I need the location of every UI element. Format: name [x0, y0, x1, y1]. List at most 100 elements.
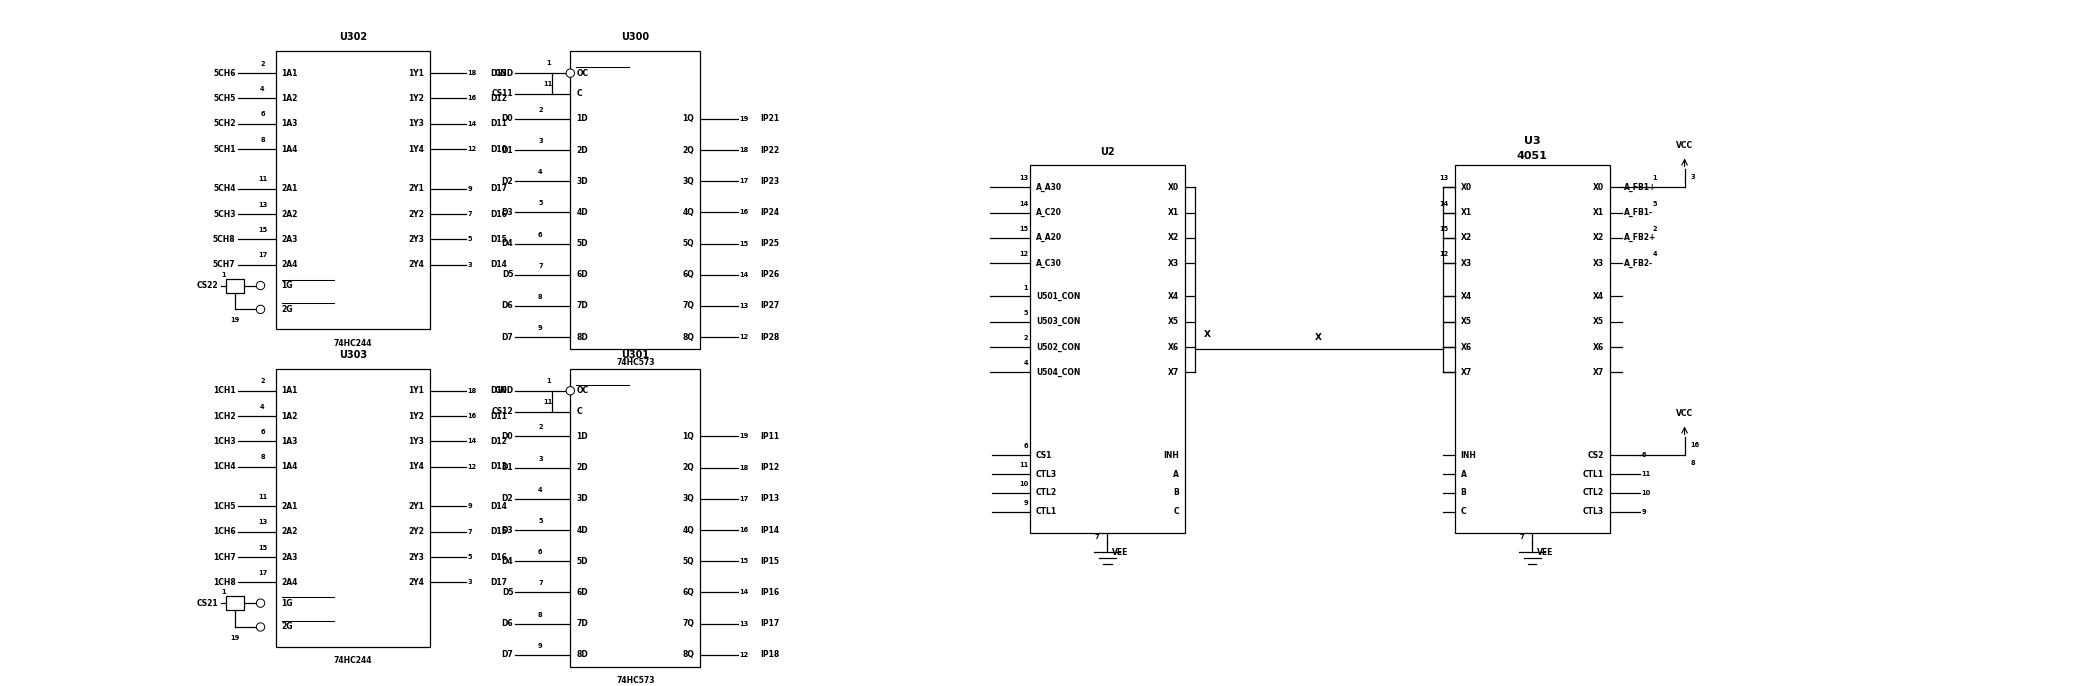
Text: 14: 14: [739, 272, 748, 278]
Text: A_FB1-: A_FB1-: [1624, 208, 1654, 217]
Text: X5: X5: [1167, 318, 1180, 327]
Text: 15: 15: [739, 558, 748, 564]
Text: U503_CON: U503_CON: [1036, 317, 1079, 327]
Text: 2D: 2D: [576, 463, 589, 472]
Text: 12: 12: [1019, 251, 1027, 257]
Text: 2Y4: 2Y4: [409, 578, 424, 587]
Text: 2: 2: [1023, 335, 1027, 341]
Text: D5: D5: [501, 270, 514, 279]
Text: 1CH4: 1CH4: [213, 462, 236, 471]
Text: 18: 18: [739, 147, 748, 153]
Text: 1A2: 1A2: [282, 94, 299, 103]
Text: 11: 11: [259, 176, 267, 182]
Text: 1Y4: 1Y4: [409, 462, 424, 471]
Bar: [1455, 165, 1610, 533]
Text: INH: INH: [1462, 451, 1476, 460]
Text: 16: 16: [1691, 442, 1700, 449]
Text: U504_CON: U504_CON: [1036, 368, 1079, 377]
Bar: [276, 51, 430, 329]
Text: 13: 13: [739, 303, 748, 309]
Circle shape: [257, 623, 265, 631]
Text: 1A2: 1A2: [282, 412, 299, 421]
Text: IP17: IP17: [760, 619, 779, 628]
Text: U300: U300: [622, 32, 649, 43]
Text: 1G: 1G: [282, 599, 292, 608]
Text: U2: U2: [1100, 147, 1115, 156]
Text: D17: D17: [491, 578, 507, 587]
Text: 5: 5: [468, 237, 472, 242]
Text: X2: X2: [1593, 233, 1604, 242]
Text: CS1: CS1: [1036, 451, 1052, 460]
Text: IP14: IP14: [760, 525, 779, 534]
Circle shape: [257, 599, 265, 607]
Text: 3Q: 3Q: [683, 177, 693, 186]
Text: 16: 16: [739, 527, 748, 533]
Text: 10: 10: [1641, 490, 1652, 496]
Text: 2: 2: [539, 107, 543, 113]
Text: X2: X2: [1167, 233, 1180, 242]
Text: 1Y1: 1Y1: [409, 69, 424, 78]
Text: D10: D10: [491, 145, 507, 154]
Text: 15: 15: [1439, 226, 1449, 232]
Text: 16: 16: [468, 413, 476, 419]
Text: 14: 14: [1439, 201, 1449, 206]
Text: 74HC573: 74HC573: [616, 676, 654, 685]
Text: 9: 9: [468, 504, 472, 510]
Text: 3: 3: [468, 580, 472, 585]
Text: IP13: IP13: [760, 495, 779, 504]
Text: 7Q: 7Q: [683, 301, 693, 311]
Text: C: C: [1173, 508, 1180, 517]
Circle shape: [566, 69, 574, 78]
Text: 7D: 7D: [576, 301, 589, 311]
Text: 2A4: 2A4: [282, 578, 299, 587]
Text: 2G: 2G: [282, 622, 292, 632]
Text: 1CH8: 1CH8: [213, 578, 236, 587]
Text: 18: 18: [739, 464, 748, 471]
Text: B: B: [1462, 488, 1466, 497]
Text: 4: 4: [539, 487, 543, 493]
Text: X: X: [1203, 330, 1211, 339]
Text: IP22: IP22: [760, 145, 779, 154]
Text: 5D: 5D: [576, 557, 589, 566]
Text: 6Q: 6Q: [683, 270, 693, 279]
Text: 2A3: 2A3: [282, 553, 299, 562]
Text: D7: D7: [501, 650, 514, 659]
Text: U3: U3: [1524, 136, 1541, 145]
Text: 1: 1: [221, 589, 226, 595]
Text: D6: D6: [501, 619, 514, 628]
Text: 19: 19: [230, 635, 240, 641]
Text: 1Y4: 1Y4: [409, 145, 424, 154]
Text: 2Y1: 2Y1: [409, 185, 424, 193]
Text: 3: 3: [468, 262, 472, 268]
Text: D16: D16: [491, 553, 507, 562]
Text: 12: 12: [468, 146, 476, 152]
Text: D0: D0: [501, 115, 514, 123]
Text: 11: 11: [543, 81, 553, 87]
Text: 2Y1: 2Y1: [409, 502, 424, 511]
Text: 1Q: 1Q: [683, 432, 693, 441]
Text: 19: 19: [739, 434, 748, 440]
Text: X1: X1: [1167, 208, 1180, 217]
Text: 4: 4: [261, 403, 265, 410]
Text: 2G: 2G: [282, 305, 292, 314]
Text: 1A4: 1A4: [282, 462, 299, 471]
Text: X4: X4: [1462, 292, 1472, 301]
Text: IP15: IP15: [760, 557, 779, 566]
Bar: [570, 51, 699, 349]
Text: 5CH1: 5CH1: [213, 145, 236, 154]
Text: 5CH6: 5CH6: [213, 69, 236, 78]
Text: D10: D10: [491, 386, 507, 395]
Bar: [276, 369, 430, 647]
Text: 5Q: 5Q: [683, 239, 693, 248]
Text: 6: 6: [261, 111, 265, 117]
Text: 13: 13: [259, 202, 267, 208]
Text: D12: D12: [491, 94, 507, 103]
Text: 1: 1: [221, 272, 226, 278]
Text: 5: 5: [1023, 310, 1027, 316]
Text: IP23: IP23: [760, 177, 779, 186]
Text: IP11: IP11: [760, 432, 779, 441]
Text: 6: 6: [261, 429, 265, 435]
Text: 14: 14: [1019, 201, 1027, 206]
Text: D17: D17: [491, 185, 507, 193]
Text: 15: 15: [1019, 226, 1027, 232]
